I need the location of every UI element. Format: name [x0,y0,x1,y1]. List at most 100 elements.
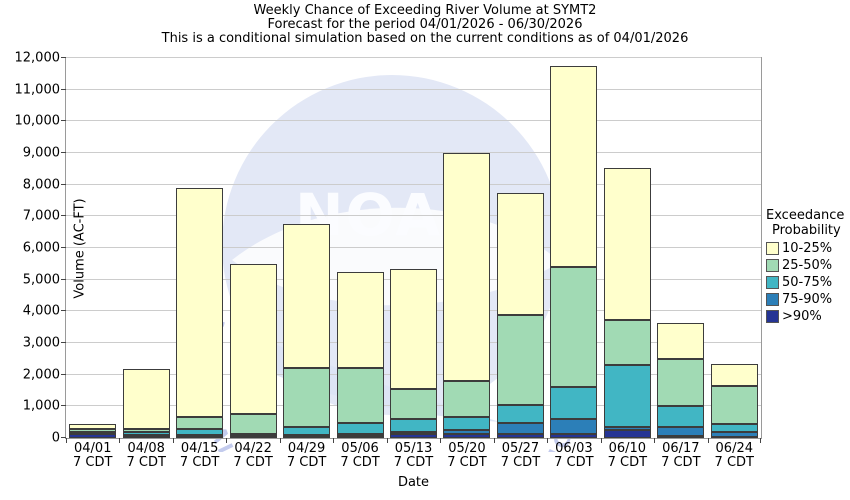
bar-segment-04/22-10-25% [229,264,277,415]
x-tick-mark [333,438,335,443]
x-tick-mark [547,438,549,443]
legend-items: 10-25% 25-50% 50-75% 75-90% >90% [766,241,850,324]
gridline-11,000 [66,88,761,90]
y-tick-label: 12,000 [14,50,61,66]
x-tick-label-06/10: 06/10 7 CDT [607,441,648,470]
bar-segment-04/08-25-50% [122,428,170,432]
bar-segment-05/20-10-25% [443,153,491,381]
y-tick-mark [61,310,66,312]
y-tick-mark [61,373,66,375]
y-tick-mark [61,278,66,280]
gridline-12,000 [66,57,761,58]
legend-item-25-50%: 25-50% [766,258,850,273]
y-tick-label: 11,000 [14,82,61,98]
legend: Exceedance Probability 10-25% 25-50% 50-75… [766,208,850,324]
x-tick-mark [493,438,495,443]
bar-segment-06/10-10-25% [603,168,651,321]
x-tick-label-04/01: 04/01 7 CDT [73,441,113,470]
bar-segment-05/13-10-25% [390,268,437,389]
y-tick-mark [61,437,66,438]
bar-segment-06/24-25-50% [710,385,758,424]
bar-segment-04/01-10-25% [69,424,117,429]
bar-segment-04/29-10-25% [283,224,331,369]
bar-segment-05/27-75-90% [496,423,544,435]
bar-segment-06/17-10-25% [657,323,705,359]
y-tick-label: 10,000 [14,113,61,129]
bar-segment-06/03-25-50% [550,267,598,387]
bar-segment-06/10-75-90% [603,426,651,431]
x-tick-label-05/13: 05/13 7 CDT [393,441,434,470]
bar-segment-06/17->90% [657,436,705,438]
bar-segment-04/22-50-75% [229,433,277,436]
bar-segment-05/27->90% [496,434,544,438]
y-tick-mark [61,88,66,90]
bar-segment-04/08->90% [122,435,170,438]
bar-segment-06/03-75-90% [550,419,598,434]
x-tick-label-06/17: 06/17 7 CDT [661,441,701,470]
bar-segment-05/13->90% [390,434,437,438]
legend-item-75-90%: 75-90% [766,292,850,307]
bar-segment-04/22->90% [229,436,277,438]
x-tick-mark [226,438,228,443]
gridline-6,000 [66,247,761,248]
bar-segment-06/17-25-50% [657,358,705,407]
legend-item-10-25%: 10-25% [766,241,850,256]
bar-segment-06/24-50-75% [710,423,758,432]
y-tick-mark [61,57,66,58]
bar-segment-05/20-25-50% [443,380,491,417]
legend-item-50-75%: 50-75% [766,275,850,290]
legend-title-line1: Exceedance [766,208,845,223]
x-tick-mark [707,438,709,443]
chart-note: This is a conditional simulation based o… [161,31,689,46]
bar-segment-04/15-25-50% [176,417,224,430]
x-tick-mark [279,438,281,443]
y-tick-label: 8,000 [22,177,60,193]
chart-title: Weekly Chance of Exceeding River Volume … [253,3,597,18]
x-tick-label-05/20: 05/20 7 CDT [447,441,487,470]
y-tick-label: 5,000 [22,272,60,288]
bars-layer [66,58,761,438]
y-tick-mark [61,342,66,343]
y-tick-mark [61,247,66,248]
plot-area: Volume (AC-FT) Date 0 1,000 2,000 3,000 4,00… [15,51,762,490]
bar-segment-06/24-10-25% [710,363,758,386]
y-tick-label: 0 [51,430,60,446]
gridline-8,000 [66,183,761,185]
bar-segment-06/03->90% [550,433,598,438]
x-tick-label-05/27: 05/27 7 CDT [500,441,541,470]
x-tick-mark [760,438,761,443]
y-tick-label: 9,000 [22,145,60,161]
bar-segment-06/10-25-50% [603,320,651,366]
y-tick-mark [61,405,66,407]
bar-segment-06/24-75-90% [710,431,758,437]
y-tick-label: 7,000 [22,208,60,224]
bar-segment-06/03-50-75% [550,386,598,419]
bar-segment-04/08-50-75% [122,432,170,435]
y-tick-mark [61,183,66,185]
bar-segment-04/15->90% [176,435,224,438]
x-tick-label-04/15: 04/15 7 CDT [179,441,220,470]
x-tick-mark [172,438,174,443]
bar-segment-06/10->90% [603,430,651,438]
gridline-9,000 [66,152,761,153]
legend-swatch [766,310,779,323]
legend-swatch [766,293,779,306]
legend-label: 10-25% [782,241,833,256]
x-tick-mark [386,438,388,443]
legend-label: 50-75% [782,275,833,290]
bar-segment-06/17-50-75% [657,406,705,427]
bar-segment-05/06->90% [336,435,384,438]
bar-segment-06/10-50-75% [603,365,651,427]
y-tick-mark [61,215,66,217]
x-axis-title: Date [397,475,430,490]
bar-segment-05/06-10-25% [336,272,384,369]
legend-label: 75-90% [782,292,833,307]
bar-segment-04/22-25-50% [229,414,277,434]
y-tick-label: 4,000 [22,303,60,319]
legend-title-line2: Probability [772,223,841,238]
bar-segment-05/20-50-75% [443,416,491,431]
bar-segment-04/01-25-50% [69,428,117,432]
gridline-7,000 [66,215,761,217]
bar-segment-05/20-75-90% [443,430,491,435]
